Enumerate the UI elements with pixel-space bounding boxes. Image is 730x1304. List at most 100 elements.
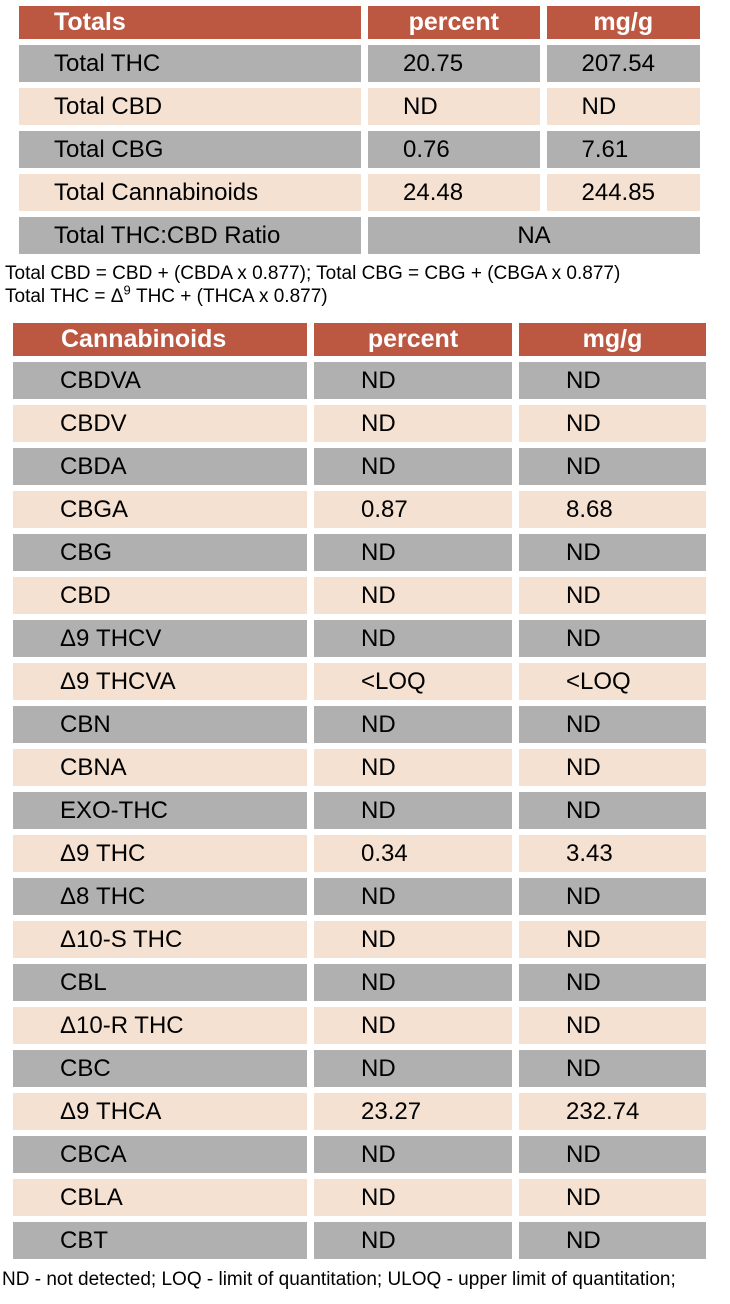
cannabinoid-row: Δ10-R THC ND ND xyxy=(13,1007,706,1044)
cannabinoid-mgg-value: ND xyxy=(519,577,706,614)
cannabinoid-analyte-label: CBGA xyxy=(13,491,307,528)
cannabinoid-percent-value: ND xyxy=(314,1007,512,1044)
cannabinoid-row: CBT ND ND xyxy=(13,1222,706,1259)
cannabinoid-analyte-label: CBDVA xyxy=(13,362,307,399)
cannabinoid-analyte-label: Δ9 THC xyxy=(13,835,307,872)
cannabinoid-analyte-label: Δ9 THCVA xyxy=(13,663,307,700)
cannabinoids-header-mgg: mg/g xyxy=(519,323,706,356)
cannabinoid-analyte-label: Δ8 THC xyxy=(13,878,307,915)
cannabinoid-analyte-label: CBCA xyxy=(13,1136,307,1173)
cannabinoid-analyte-label: CBG xyxy=(13,534,307,571)
cannabinoid-percent-value: ND xyxy=(314,1179,512,1216)
totals-footnote-line-2: Total THC = Δ9 THC + (THCA x 0.877) xyxy=(5,282,730,308)
cannabinoid-percent-value: ND xyxy=(314,620,512,657)
cannabinoid-analyte-label: Δ10-S THC xyxy=(13,921,307,958)
cannabinoid-percent-value: ND xyxy=(314,878,512,915)
cannabinoid-mgg-value: ND xyxy=(519,749,706,786)
cannabinoid-row: Δ9 THC 0.34 3.43 xyxy=(13,835,706,872)
totals-header-mgg: mg/g xyxy=(546,6,700,39)
cannabinoid-mgg-value: ND xyxy=(519,1136,706,1173)
totals-mgg-value: 244.85 xyxy=(546,174,700,211)
cannabinoid-percent-value: ND xyxy=(314,1050,512,1087)
cannabinoid-percent-value: <LOQ xyxy=(314,663,512,700)
cannabinoid-row: Δ8 THC ND ND xyxy=(13,878,706,915)
cannabinoid-mgg-value: 8.68 xyxy=(519,491,706,528)
cannabinoid-percent-value: ND xyxy=(314,749,512,786)
cannabinoid-mgg-value: ND xyxy=(519,620,706,657)
cannabinoid-mgg-value: ND xyxy=(519,1179,706,1216)
cannabinoid-row: CBNA ND ND xyxy=(13,749,706,786)
totals-analyte-label: Total CBG xyxy=(19,131,362,168)
totals-mgg-value: 207.54 xyxy=(546,45,700,82)
cannabinoid-mgg-value: 3.43 xyxy=(519,835,706,872)
footnote-thc-suffix: THC + (THCA x 0.877) xyxy=(130,286,328,307)
totals-footnote-line-1: Total CBD = CBD + (CBDA x 0.877); Total … xyxy=(5,263,621,284)
cannabinoid-row: CBG ND ND xyxy=(13,534,706,571)
cannabinoid-percent-value: ND xyxy=(314,1222,512,1259)
totals-percent-value: 20.75 xyxy=(368,45,540,82)
cannabinoid-analyte-label: Δ9 THCA xyxy=(13,1093,307,1130)
cannabinoid-mgg-value: ND xyxy=(519,1007,706,1044)
cannabinoid-analyte-label: CBD xyxy=(13,577,307,614)
cannabinoid-percent-value: 0.87 xyxy=(314,491,512,528)
cannabinoid-mgg-value: 232.74 xyxy=(519,1093,706,1130)
totals-table: Totals percent mg/g Total THC 20.75 207.… xyxy=(12,0,707,260)
totals-row: Total CBG 0.76 7.61 xyxy=(19,131,700,168)
totals-mgg-value: 7.61 xyxy=(546,131,700,168)
cannabinoid-mgg-value: ND xyxy=(519,792,706,829)
cannabinoid-analyte-label: CBN xyxy=(13,706,307,743)
cannabinoid-row: CBDA ND ND xyxy=(13,448,706,485)
cannabinoid-row: CBLA ND ND xyxy=(13,1179,706,1216)
totals-analyte-label: Total CBD xyxy=(19,88,362,125)
cannabinoid-percent-value: 0.34 xyxy=(314,835,512,872)
cannabinoid-percent-value: 23.27 xyxy=(314,1093,512,1130)
totals-row: Total THC 20.75 207.54 xyxy=(19,45,700,82)
totals-header-percent: percent xyxy=(368,6,540,39)
cannabinoid-mgg-value: ND xyxy=(519,405,706,442)
thc-cbd-ratio-row: Total THC:CBD Ratio NA xyxy=(19,217,700,254)
cannabinoid-percent-value: ND xyxy=(314,405,512,442)
cannabinoid-row: CBGA 0.87 8.68 xyxy=(13,491,706,528)
totals-row: Total Cannabinoids 24.48 244.85 xyxy=(19,174,700,211)
cannabinoid-percent-value: ND xyxy=(314,1136,512,1173)
cannabinoid-mgg-value: ND xyxy=(519,964,706,1001)
cannabinoid-row: Δ9 THCA 23.27 232.74 xyxy=(13,1093,706,1130)
totals-footnote: Total CBD = CBD + (CBDA x 0.877); Total … xyxy=(5,262,730,308)
cannabinoids-header-percent: percent xyxy=(314,323,512,356)
cannabinoid-row: CBDV ND ND xyxy=(13,405,706,442)
cannabinoid-percent-value: ND xyxy=(314,362,512,399)
cannabinoid-mgg-value: ND xyxy=(519,362,706,399)
cannabinoid-row: Δ9 THCV ND ND xyxy=(13,620,706,657)
delta-9-superscript: 9 xyxy=(123,282,131,298)
cannabinoid-mgg-value: ND xyxy=(519,921,706,958)
cannabinoid-percent-value: ND xyxy=(314,577,512,614)
cannabinoid-analyte-label: CBDA xyxy=(13,448,307,485)
legend-footnote: ND - not detected; LOQ - limit of quanti… xyxy=(2,1269,676,1290)
totals-percent-value: 24.48 xyxy=(368,174,540,211)
totals-mgg-value: ND xyxy=(546,88,700,125)
totals-header-row: Totals percent mg/g xyxy=(19,6,700,39)
cannabinoid-mgg-value: ND xyxy=(519,534,706,571)
cannabinoid-analyte-label: CBL xyxy=(13,964,307,1001)
cannabinoid-percent-value: ND xyxy=(314,921,512,958)
cannabinoid-row: CBN ND ND xyxy=(13,706,706,743)
ratio-label: Total THC:CBD Ratio xyxy=(19,217,362,254)
cannabinoid-percent-value: ND xyxy=(314,792,512,829)
cannabinoid-analyte-label: CBT xyxy=(13,1222,307,1259)
cannabinoid-row: EXO-THC ND ND xyxy=(13,792,706,829)
footnote-thc-prefix: Total THC = Δ xyxy=(5,286,124,307)
cannabinoid-row: Δ10-S THC ND ND xyxy=(13,921,706,958)
cannabinoid-mgg-value: ND xyxy=(519,878,706,915)
cannabinoids-header-title: Cannabinoids xyxy=(13,323,307,356)
cannabinoid-analyte-label: Δ10-R THC xyxy=(13,1007,307,1044)
cannabinoid-analyte-label: CBNA xyxy=(13,749,307,786)
totals-percent-value: ND xyxy=(368,88,540,125)
cannabinoid-analyte-label: CBLA xyxy=(13,1179,307,1216)
cannabinoid-mgg-value: <LOQ xyxy=(519,663,706,700)
totals-row: Total CBD ND ND xyxy=(19,88,700,125)
cannabinoids-table: Cannabinoids percent mg/g CBDVA ND ND CB… xyxy=(6,317,713,1265)
cannabinoid-mgg-value: ND xyxy=(519,448,706,485)
cannabinoid-row: CBCA ND ND xyxy=(13,1136,706,1173)
cannabinoid-analyte-label: EXO-THC xyxy=(13,792,307,829)
